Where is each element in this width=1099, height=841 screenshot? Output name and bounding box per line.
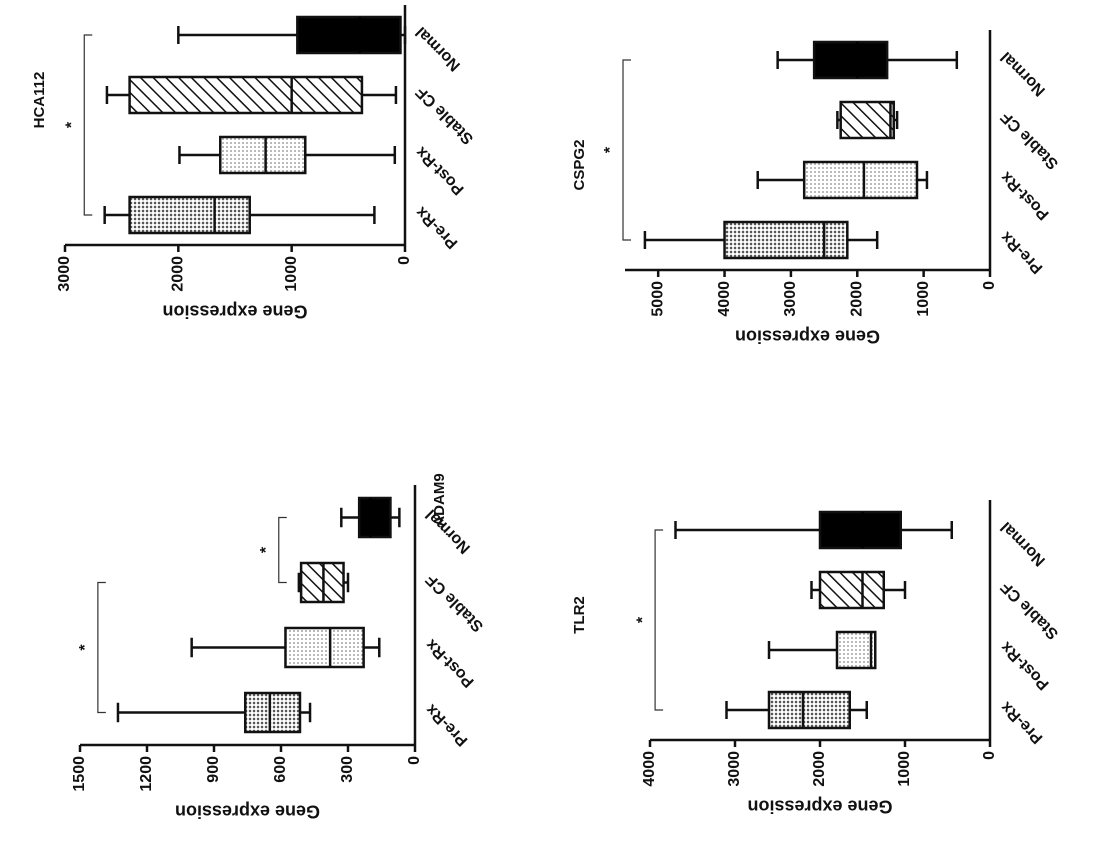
y-tick-label: 4000: [641, 751, 658, 787]
box: [835, 630, 877, 670]
x-tick-label: Normal: [413, 23, 464, 74]
box: [767, 690, 851, 730]
y-tick-label: 900: [205, 756, 222, 783]
y-tick-label: 1200: [138, 756, 155, 792]
y-tick-label: 1000: [915, 281, 932, 317]
box: [296, 15, 402, 55]
significance-bracket: [83, 34, 93, 216]
x-tick-label: Stable CF: [998, 578, 1062, 642]
significance-bracket: [97, 581, 106, 714]
x-tick-label: Normal: [998, 48, 1049, 99]
chart-title: ADAM9: [431, 473, 448, 526]
significance-bracket: [654, 529, 664, 711]
axis-label: Gene expression: [747, 796, 892, 816]
y-tick-label: 3000: [56, 256, 73, 292]
significance-label: *: [77, 644, 94, 651]
x-tick-label: Normal: [998, 518, 1049, 569]
box: [802, 160, 919, 200]
y-tick-label: 300: [339, 756, 356, 783]
box: [219, 135, 307, 175]
significance-bracket: [278, 516, 287, 584]
x-tick-label: Post-Rx: [413, 143, 468, 198]
y-tick-label: 0: [406, 756, 423, 765]
panel: 0 1000 2000 3000 4000 5000 Pre-Rx Post-RxStable…: [571, 30, 1062, 346]
y-tick-label: 5000: [649, 281, 666, 317]
y-tick-label: 600: [272, 756, 289, 783]
significance-label: *: [634, 616, 651, 623]
y-tick-label: 0: [981, 281, 998, 290]
significance-label: *: [63, 121, 80, 128]
x-tick-label: Pre-Rx: [423, 701, 472, 750]
box: [128, 195, 251, 235]
x-tick-label: Stable CF: [423, 571, 487, 635]
y-tick-label: 3000: [782, 281, 799, 317]
box: [284, 626, 365, 669]
y-tick-label: 3000: [726, 751, 743, 787]
box: [812, 40, 889, 80]
y-tick-label: 2000: [848, 281, 865, 317]
y-tick-label: 2000: [811, 751, 828, 787]
x-tick-label: Pre-Rx: [998, 698, 1047, 747]
x-tick-label: Post-Rx: [423, 636, 478, 691]
chart-title: HCA112: [31, 72, 48, 129]
box: [357, 496, 392, 539]
y-tick-label: 0: [396, 256, 413, 265]
x-tick-label: Stable CF: [413, 83, 477, 147]
x-tick-label: Stable CF: [998, 108, 1062, 172]
box: [818, 570, 885, 610]
y-tick-label: 0: [981, 751, 998, 760]
y-tick-label: 2000: [170, 256, 187, 292]
significance-label: *: [258, 546, 275, 553]
y-tick-label: 1000: [283, 256, 300, 292]
x-tick-label: Pre-Rx: [998, 228, 1047, 277]
box: [128, 75, 364, 115]
box: [723, 220, 849, 260]
axis-label: Gene expression: [162, 301, 307, 321]
chart-title: CSPG2: [571, 140, 588, 191]
box: [244, 691, 302, 734]
box: [839, 100, 896, 140]
significance-label: *: [602, 146, 619, 153]
chart-title: TLR2: [571, 596, 588, 634]
x-tick-label: Pre-Rx: [413, 203, 462, 252]
box: [818, 510, 902, 550]
y-tick-label: 1500: [71, 756, 88, 792]
axis-label: Gene expression: [735, 326, 880, 346]
significance-bracket: [622, 59, 632, 241]
x-tick-label: Post-Rx: [998, 638, 1053, 693]
y-tick-label: 4000: [716, 281, 733, 317]
y-tick-label: 1000: [896, 751, 913, 787]
x-tick-label: Post-Rx: [998, 168, 1053, 223]
axis-label: Gene expression: [175, 801, 320, 821]
